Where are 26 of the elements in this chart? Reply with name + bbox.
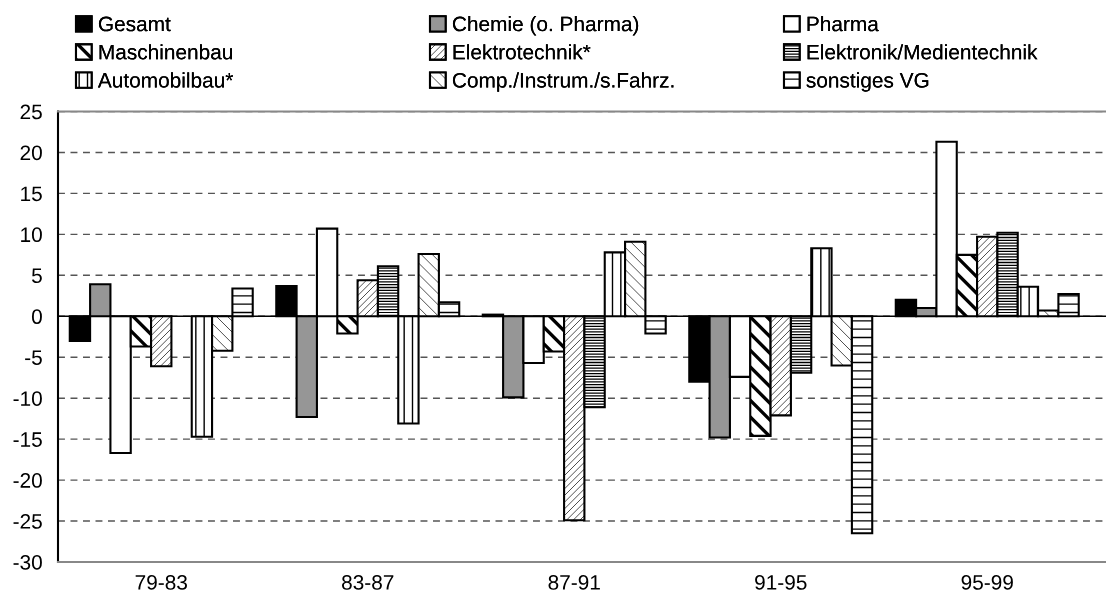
x-tick-label: 79-83: [135, 575, 187, 590]
y-tick-label: -30: [13, 555, 42, 570]
y-tick-label: 0: [31, 309, 42, 325]
legend-label: Elektrotechnik*: [453, 44, 591, 60]
x-tick-label: 91-95: [755, 575, 807, 590]
y-tick-label: -5: [25, 350, 42, 365]
legend-label: Maschinenbau: [99, 44, 232, 60]
x-tick-label: 95-99: [961, 575, 1013, 590]
legend-label: sonstiges VG: [806, 72, 929, 92]
legend-label: Automobilbau*: [97, 72, 234, 88]
y-tick-label: 5: [31, 268, 42, 284]
y-tick-label: -15: [13, 432, 42, 447]
x-tick-label: 83-87: [342, 575, 394, 590]
legend-label: Gesamt: [98, 16, 171, 32]
legend-label: Pharma: [807, 16, 879, 32]
y-tick-label: 15: [21, 186, 42, 202]
y-tick-label: 10: [21, 227, 42, 243]
x-tick-label: 87-91: [548, 575, 600, 590]
y-tick-label: -25: [13, 514, 42, 529]
y-tick-label: -10: [13, 391, 42, 406]
y-tick-label: -20: [13, 473, 42, 488]
y-tick-label: 20: [20, 145, 42, 161]
legend-label: Comp./Instrum./s.Fahrz.: [452, 72, 674, 92]
legend-label: Elektronik/Medientechnik: [807, 44, 1038, 60]
legend-label: Chemie (o. Pharma): [452, 16, 639, 36]
y-tick-label: 25: [20, 104, 42, 120]
